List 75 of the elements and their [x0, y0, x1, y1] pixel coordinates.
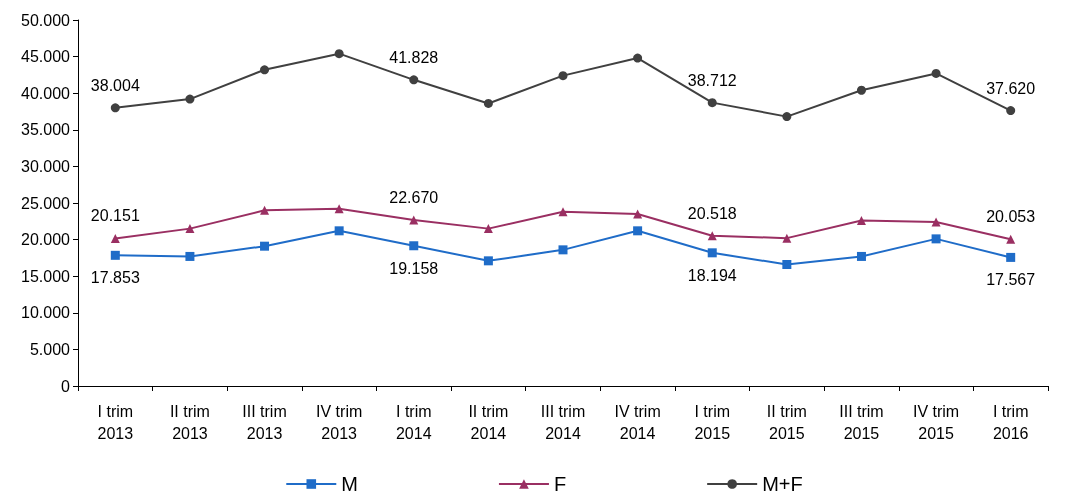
x-tick-label: II trim 2014 — [468, 402, 509, 442]
data-label: 38.712 — [687, 71, 737, 89]
legend-label: M+F — [762, 473, 803, 495]
y-tick-label: 15.000 — [21, 267, 71, 285]
point — [334, 226, 344, 236]
point — [931, 217, 941, 227]
data-label: 19.158 — [389, 259, 439, 277]
y-tick-label: 40.000 — [21, 84, 71, 102]
point — [1006, 234, 1016, 244]
x-tick-label: I trim 2016 — [992, 402, 1029, 442]
point — [707, 98, 717, 108]
x-tick-label: I trim 2014 — [395, 402, 432, 442]
x-tick-label: I trim 2015 — [694, 402, 731, 442]
point — [707, 248, 717, 258]
y-tick-label: 20.000 — [21, 231, 71, 249]
point — [633, 53, 643, 63]
x-tick-label: II trim 2015 — [766, 402, 807, 442]
data-label: 17.853 — [90, 269, 140, 287]
y-tick-label: 35.000 — [21, 121, 71, 139]
point — [185, 94, 195, 104]
point — [409, 75, 419, 85]
data-label: 37.620 — [986, 79, 1036, 97]
y-tick-label: 30.000 — [21, 157, 71, 175]
data-label: 20.053 — [986, 208, 1036, 226]
x-tick-label: III trim 2014 — [540, 402, 586, 442]
point — [110, 103, 120, 113]
legend-label: F — [553, 473, 567, 495]
point — [856, 251, 866, 261]
x-tick-label: IV trim 2014 — [614, 402, 661, 442]
point — [856, 85, 866, 95]
x-tick-label: I trim 2013 — [97, 402, 134, 442]
y-tick-label: 0 — [61, 377, 71, 395]
data-label: 38.004 — [90, 76, 140, 94]
legend-label: M — [341, 473, 358, 495]
point — [931, 68, 941, 78]
y-tick-label: 50.000 — [21, 11, 71, 29]
point — [409, 241, 419, 251]
x-tick-label: IV trim 2015 — [912, 402, 960, 442]
point — [334, 49, 344, 59]
point — [483, 224, 493, 234]
point — [483, 256, 493, 266]
data-label: 22.670 — [389, 189, 439, 207]
point — [260, 65, 270, 75]
point — [110, 233, 120, 243]
point — [185, 224, 195, 234]
point — [558, 71, 568, 81]
point — [260, 241, 270, 251]
x-tick-label: III trim 2013 — [242, 402, 287, 442]
point — [856, 216, 866, 226]
point — [931, 234, 941, 244]
point — [483, 98, 493, 108]
y-tick-label: 5.000 — [29, 340, 71, 358]
point — [1006, 252, 1016, 262]
point — [185, 251, 195, 261]
y-tick-label: 45.000 — [21, 48, 71, 66]
x-tick-label: IV trim 2013 — [316, 402, 363, 442]
point — [1006, 106, 1016, 116]
data-label: 17.567 — [986, 271, 1036, 289]
point — [782, 259, 792, 269]
data-label: 41.828 — [389, 48, 439, 66]
point — [260, 205, 270, 215]
point — [409, 215, 419, 225]
x-tick-label: III trim 2015 — [839, 402, 884, 442]
point — [558, 207, 568, 217]
point — [782, 112, 792, 122]
point — [558, 245, 568, 255]
point — [633, 226, 643, 236]
x-tick-label: II trim 2013 — [169, 402, 210, 442]
point — [110, 250, 120, 260]
data-label: 18.194 — [687, 266, 737, 284]
data-label: 20.518 — [687, 204, 737, 222]
data-label: 20.151 — [90, 207, 140, 225]
point — [782, 233, 792, 243]
y-tick-label: 10.000 — [21, 304, 71, 322]
y-tick-label: 25.000 — [21, 194, 71, 212]
